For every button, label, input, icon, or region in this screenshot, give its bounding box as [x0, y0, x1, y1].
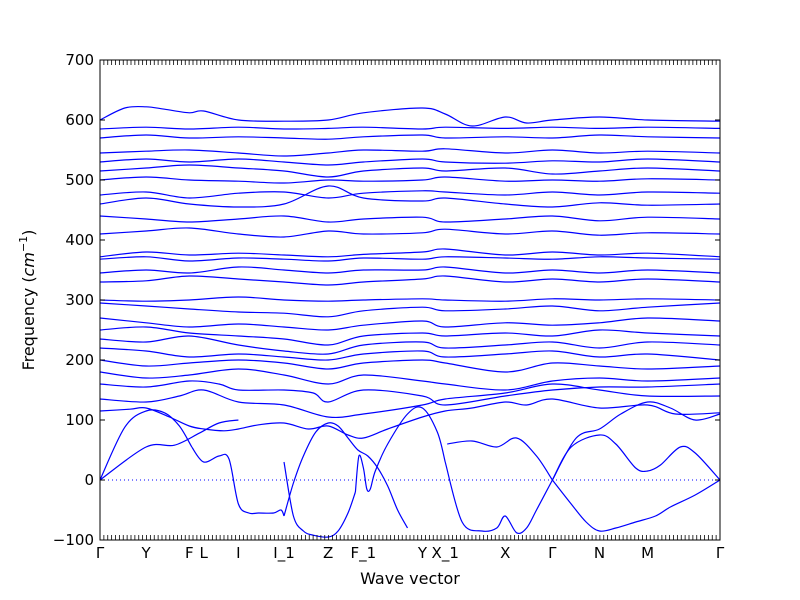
kpoint-label: Y	[417, 544, 428, 562]
band-line-36	[99, 126, 721, 130]
band-line-2	[99, 409, 193, 481]
kpoint-label: X_1	[432, 544, 459, 563]
y-axis-label-unit-exp: −1	[17, 236, 30, 252]
band-line-26	[99, 248, 721, 258]
kpoint-label: X	[500, 544, 510, 562]
band-line-12	[99, 398, 721, 439]
band-line-8	[447, 437, 553, 481]
band-line-16	[99, 359, 721, 373]
band-line-11	[551, 401, 721, 481]
band-line-29	[99, 185, 721, 208]
y-tick-label: 600	[65, 111, 94, 129]
band-line-15	[99, 368, 721, 391]
band-line-3	[191, 446, 285, 517]
band-line-24	[99, 266, 721, 274]
band-line-25	[99, 256, 721, 262]
kpoint-label: I_1	[273, 544, 294, 563]
band-line-18	[99, 335, 721, 355]
y-tick-label: 500	[65, 171, 94, 189]
y-axis-label: Frequency (cm−1)	[17, 230, 38, 371]
y-tick-label: 200	[65, 351, 94, 369]
kpoint-label: L	[199, 544, 208, 562]
x-ticks: Γ Y F L I I_1 Z F_1 Y X_1 X Γ N M Γ	[96, 60, 725, 563]
band-line-19	[99, 326, 721, 346]
y-axis-label-unit: cm	[19, 252, 38, 276]
band-line-6	[354, 406, 446, 493]
plot-frame	[99, 59, 721, 541]
kpoint-label: Γ	[96, 544, 105, 562]
y-tick-label: −100	[53, 531, 94, 549]
band-line-35	[99, 134, 721, 140]
band-line-21	[99, 302, 721, 318]
kpoint-label: Γ	[548, 544, 557, 562]
band-line-23	[99, 275, 721, 286]
y-axis-label-text: Frequency	[19, 288, 38, 371]
y-tick-label: 300	[65, 291, 94, 309]
kpoint-label: Z	[323, 544, 333, 562]
band-line-33	[99, 158, 721, 166]
y-tick-label: 700	[65, 51, 94, 69]
band-line-34	[99, 148, 721, 157]
band-lines	[99, 105, 721, 538]
band-line-17	[99, 347, 721, 361]
band-line-27	[99, 227, 721, 238]
y-axis-label-open: (	[19, 276, 38, 287]
kpoint-label: Γ	[716, 544, 725, 562]
band-line-20	[99, 317, 721, 331]
band-line-13	[99, 383, 721, 419]
kpoint-label: M	[641, 544, 654, 562]
band-line-32	[99, 164, 721, 178]
band-line-9	[551, 479, 721, 532]
y-axis-label-close: )	[19, 230, 38, 236]
kpoint-label: N	[594, 544, 605, 562]
band-line-30	[99, 190, 721, 199]
band-line-14	[99, 380, 721, 406]
y-tick-label: 400	[65, 231, 94, 249]
kpoint-label: F_1	[351, 544, 377, 563]
y-tick-label: 0	[84, 471, 94, 489]
band-line-4	[283, 422, 409, 529]
x-axis-label: Wave vector	[360, 569, 460, 588]
y-tick-label: 100	[65, 411, 94, 429]
band-line-7	[444, 461, 553, 535]
band-line-10	[551, 434, 721, 481]
kpoint-label: F	[185, 544, 194, 562]
band-line-28	[99, 215, 721, 223]
y-ticks: −100 0 100 200 300 400 500 600 700	[53, 51, 720, 549]
band-line-37	[99, 105, 721, 127]
kpoint-label: Y	[141, 544, 152, 562]
band-line-22	[99, 296, 721, 302]
kpoint-label: I	[236, 544, 240, 562]
band-line-31	[99, 176, 721, 184]
